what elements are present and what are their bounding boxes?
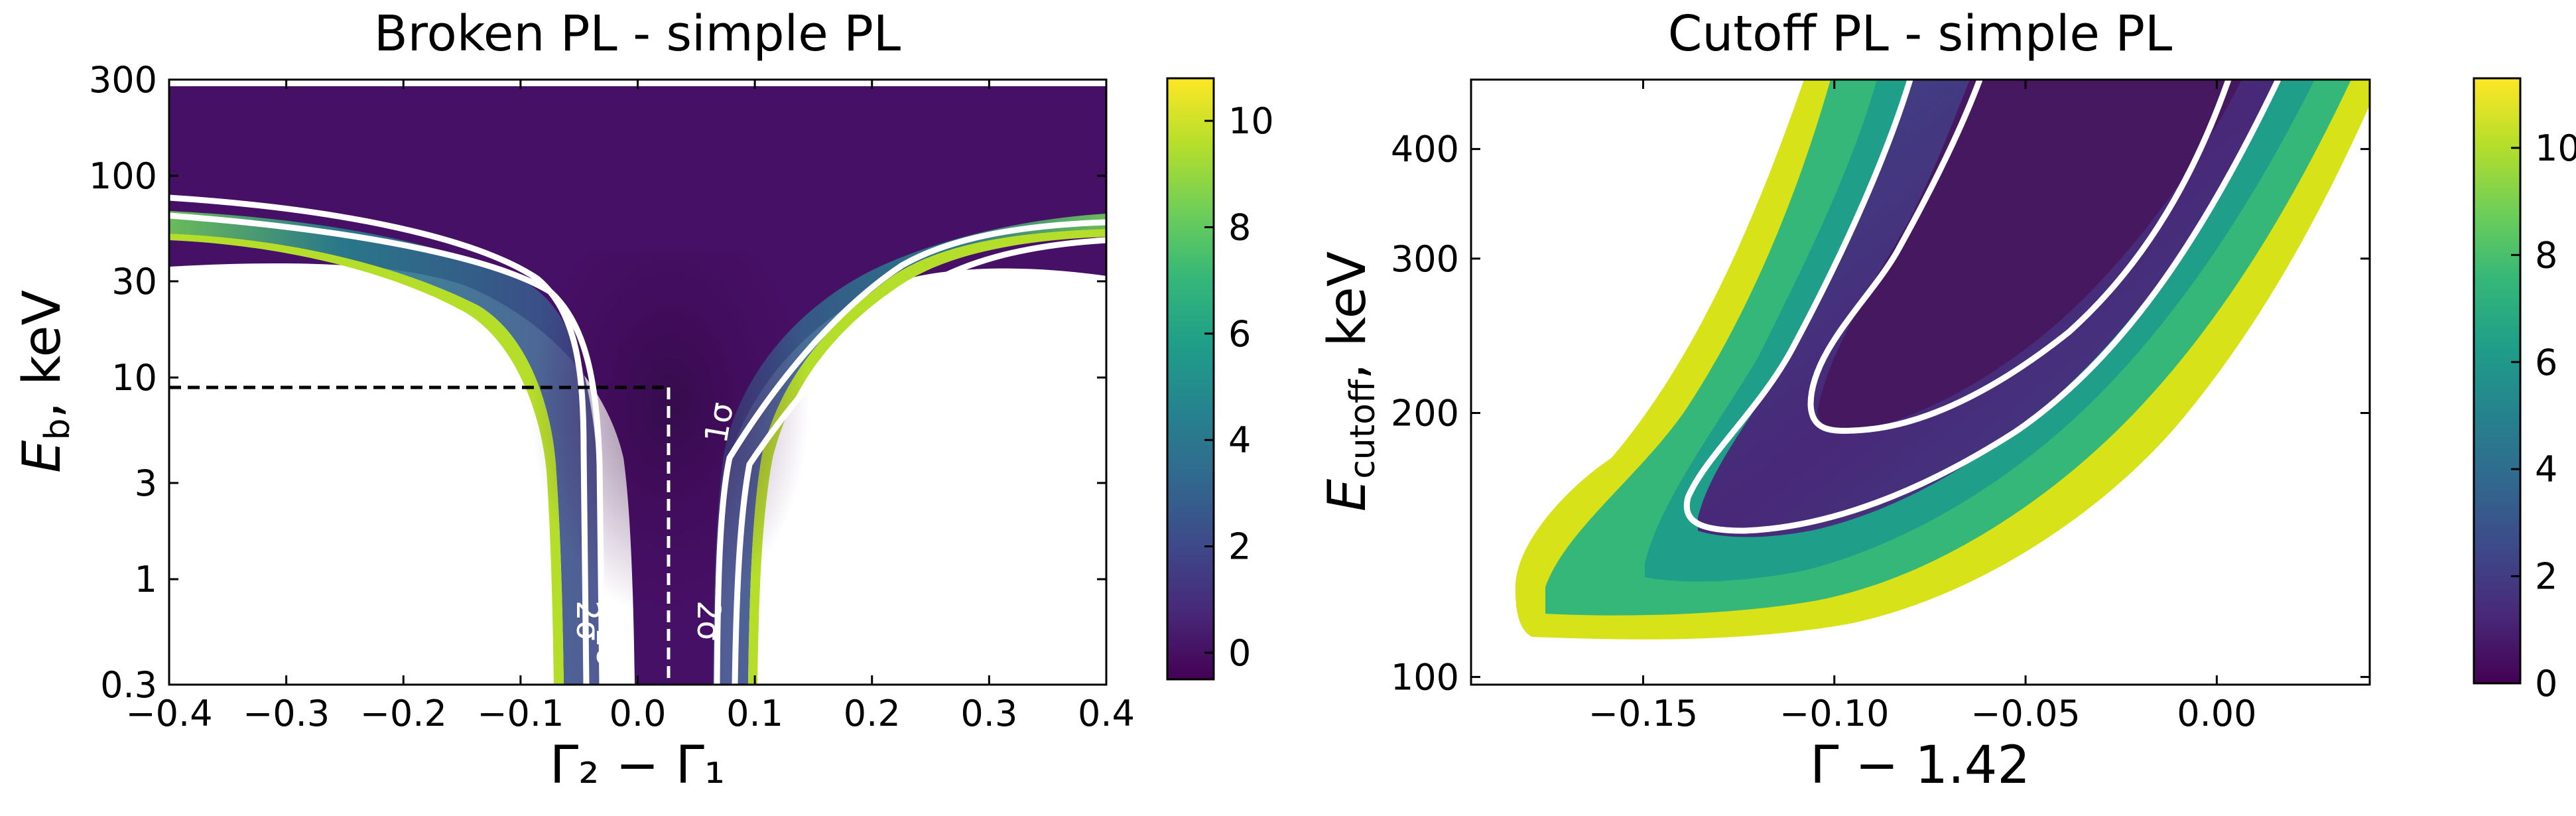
- panel1-contour-1sigma-right: [714, 219, 1106, 685]
- panel2-ctick-label: 4: [2535, 448, 2557, 490]
- panel1-contour-1sigma-left: [169, 212, 606, 685]
- panel1-ctick-label: 2: [1228, 526, 1251, 568]
- panel-cutoff-pl: Cutoff PL - simple PL −0.15 −0.10 −0.05 0.0…: [1318, 5, 2576, 795]
- panel1-colorbar: [1166, 77, 1215, 681]
- panel1-x-ticks: −0.4 −0.3 −0.2 −0.1 0.0 0.1 0.2 0.3 0.4: [125, 80, 1135, 734]
- panel1-xlabel: Γ₂ − Γ₁: [550, 736, 725, 795]
- panel2-frame: [1470, 78, 2371, 686]
- panel2-ytick-label: 200: [1391, 393, 1459, 435]
- panel1-ctick-label: 4: [1228, 419, 1251, 461]
- panel1-xtick-label: 0.1: [726, 693, 783, 734]
- panel2-ctick-label: 8: [2535, 234, 2557, 276]
- panel2-ytick-label: 100: [1391, 656, 1459, 698]
- panel2-xtick-label: −0.05: [1970, 693, 2080, 734]
- panel1-xtick-label: 0.2: [844, 693, 901, 734]
- panel2-heatmap: [1471, 80, 2370, 685]
- panel1-right-band: [713, 214, 1106, 685]
- panel2-ctick-label: 6: [2535, 342, 2557, 383]
- panel1-title: Broken PL - simple PL: [374, 5, 901, 62]
- panel1-y-ticks: 0.3 1 3 10 30 100 300: [89, 59, 1106, 706]
- panel2-ctick-label: 0: [2535, 663, 2557, 705]
- panel2-ytick-label: 300: [1391, 238, 1459, 280]
- panel2-colorbar: [2473, 77, 2522, 685]
- panel2-xlabel: Γ − 1.42: [1810, 736, 2030, 795]
- panel2-ylabel-rest: , keV: [1318, 251, 1378, 379]
- panel1-ylabel-main: E: [13, 440, 72, 473]
- panel1-xtick-label: −0.3: [243, 693, 330, 734]
- panel1-xtick-label: −0.1: [477, 693, 564, 734]
- panel1-ylabel-rest: , keV: [13, 290, 72, 418]
- panel1-xtick-label: 0.3: [960, 693, 1017, 734]
- panel1-ctick-label: 6: [1228, 313, 1251, 355]
- panel2-ylabel: Ecutoff, keV: [1318, 251, 1383, 511]
- panel-broken-pl: Broken PL - simple PL 2σ 1σ 1σ 2σ: [13, 5, 1274, 795]
- panel1-ytick-label: 3: [135, 462, 157, 504]
- panel1-contour-label-2sigma-left: 2σ: [569, 600, 606, 641]
- panel2-title: Cutoff PL - simple PL: [1668, 5, 2173, 62]
- panel1-colorbar-ticks: 0 2 4 6 8 10: [1204, 100, 1274, 674]
- panel2-x-ticks: −0.15 −0.10 −0.05 0.00: [1588, 80, 2256, 734]
- panel1-contour-2sigma-right: [732, 237, 1106, 685]
- panel1-contour-label-1sigma-left: 1σ: [589, 627, 626, 667]
- panel1-ylabel: Eb, keV: [13, 290, 78, 473]
- panel1-heatmap: 2σ 1σ 1σ 2σ: [169, 80, 1106, 685]
- panel1-xtick-label: 0.4: [1078, 693, 1135, 734]
- panel2-colorbar-ticks: 0 2 4 6 8 10: [2511, 127, 2576, 705]
- panel2-core-dark: [1817, 80, 2242, 431]
- panel2-ytick-label: 400: [1391, 129, 1459, 170]
- panel1-contour-2sigma-left: [169, 194, 590, 685]
- panel1-ctick-label: 8: [1228, 206, 1251, 248]
- panel2-ctick-label: 10: [2535, 127, 2576, 169]
- panel1-xtick-label: 0.0: [610, 693, 667, 734]
- panel1-ctick-label: 0: [1228, 632, 1251, 674]
- panel1-ylabel-sub: b: [38, 419, 78, 441]
- panel1-ctick-label: 10: [1228, 100, 1274, 142]
- panel1-xtick-label: −0.2: [360, 693, 447, 734]
- panel1-ytick-label: 30: [111, 261, 157, 303]
- panel2-y-ticks: 100 200 300 400: [1391, 129, 2370, 698]
- panel1-contour-label-2sigma-right: 2σ: [690, 600, 727, 641]
- panel1-ytick-label: 1: [135, 559, 157, 600]
- panel1-ytick-label: 10: [111, 357, 157, 399]
- panel2-ctick-label: 2: [2535, 556, 2557, 598]
- panel2-ylabel-main: E: [1318, 478, 1378, 511]
- panel2-xtick-label: −0.15: [1588, 693, 1698, 734]
- panel1-contour-label-1sigma-right: 1σ: [698, 399, 741, 446]
- panel2-contour-outer: [1683, 80, 2282, 534]
- panel2-xtick-label: −0.10: [1779, 693, 1889, 734]
- panel2-ylabel-sub: cutoff: [1343, 379, 1383, 479]
- panel2-contour-inner: [1807, 80, 2232, 434]
- panel1-ytick-label: 0.3: [100, 664, 157, 706]
- panel1-ytick-label: 300: [89, 59, 157, 101]
- panel1-xtick-label: −0.4: [125, 693, 212, 734]
- panel1-ytick-label: 100: [89, 155, 157, 197]
- panel2-xtick-label: 0.00: [2177, 693, 2256, 734]
